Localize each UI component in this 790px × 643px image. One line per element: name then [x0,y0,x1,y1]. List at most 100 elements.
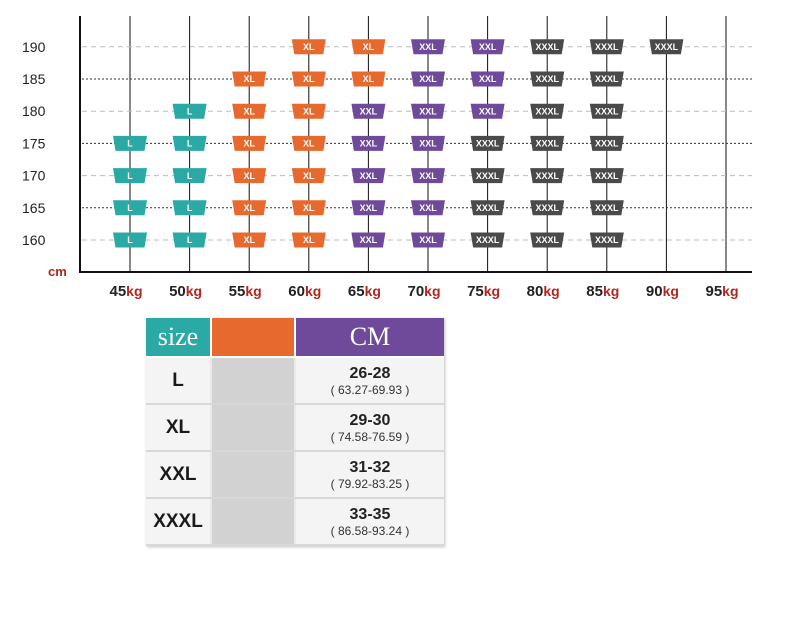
size-badge-label: L [187,235,193,245]
size-badge-label: L [187,139,193,149]
size-badge-xl [291,135,326,151]
size-badge-label: XXL [419,74,437,84]
size-badge-label: XL [303,42,315,52]
x-tick-label: 65kg [348,283,381,300]
row-cm-value: 33-35 [349,505,391,523]
size-badge-xxxl [589,168,624,184]
row-cm-value: 29-30 [349,411,391,429]
size-badge-label: L [187,171,193,181]
size-badge-label: XL [303,171,315,181]
size-badge-label: XXL [479,42,497,52]
x-tick-label: 95kg [705,283,738,300]
y-axis-unit: cm [48,264,67,279]
row-middle [210,357,295,405]
size-badge-label: XL [243,171,255,181]
size-badge-xxl [411,200,445,216]
size-badge-xl [291,200,326,216]
size-badge-label: XL [303,203,315,213]
x-tick-label: 85kg [586,283,619,300]
size-badge-label: XXXL [595,235,619,245]
table-row: XL 29-30 ( 74.58-76.59 ) [146,404,444,452]
size-badge-l [172,232,207,248]
row-cm-range: ( 74.58-76.59 ) [330,429,410,444]
size-badge-xxl [470,39,505,55]
size-badge-label: XXXL [476,203,500,213]
size-badge-xxxl [530,103,565,119]
size-badge-label: XL [243,235,255,245]
size-badge-xxxl [530,168,565,184]
size-badge-xl [232,71,267,87]
row-cm: 26-28 ( 63.27-69.93 ) [294,357,444,405]
size-badge-xxxl [530,200,565,216]
y-tick-label: 175 [22,135,46,151]
size-badge-label: XXXL [476,235,500,245]
size-badge-label: XXL [419,171,437,181]
size-badge-xxl [351,103,386,119]
size-badge-xxl [470,71,505,87]
table-row: L 26-28 ( 63.27-69.93 ) [146,357,444,405]
header-middle [210,318,295,358]
size-badge-label: XXL [419,139,437,149]
size-badge-xl [291,71,326,87]
size-badge-label: XXL [419,42,437,52]
row-size: XL [146,404,211,452]
size-badge-label: XL [363,42,375,52]
size-badge-xxxl [470,135,505,151]
size-badge-label: XL [243,106,255,116]
header-cm: CM [294,318,444,358]
size-badge-label: L [127,139,133,149]
size-badge-xxl [351,135,386,151]
size-badge-label: XXXL [535,171,559,181]
size-badge-xxxl [530,39,565,55]
size-badge-xl [232,135,267,151]
size-badge-xxxl [530,232,565,248]
size-badge-label: XL [303,106,315,116]
size-badge-label: XXL [479,74,497,84]
size-badge-label: L [127,203,133,213]
size-badge-xxl [411,168,445,184]
size-badge-label: XXL [360,139,378,149]
size-badge-xxl [351,232,386,248]
size-badge-xxxl [589,135,624,151]
header-size: size [146,318,211,358]
x-tick-label: 80kg [527,283,560,300]
size-badge-xxxl [530,135,565,151]
row-size: XXXL [146,498,211,546]
size-badge-l [172,135,207,151]
size-badge-xxl [351,200,386,216]
row-middle [210,498,295,546]
y-tick-label: 160 [22,232,46,248]
size-badge-xxxl [530,71,565,87]
size-badge-label: XL [303,74,315,84]
size-badge-label: XXXL [595,171,619,181]
size-badge-xl [232,103,267,119]
size-badge-label: XXXL [595,74,619,84]
size-badge-xxl [411,135,445,151]
size-badge-label: XXXL [595,139,619,149]
y-tick-label: 170 [22,168,46,184]
size-badge-label: XXXL [476,139,500,149]
table-header: size CM [146,318,444,358]
size-badge-xl [351,39,386,55]
size-badge-xxxl [470,232,505,248]
size-badge-xl [291,103,326,119]
size-badge-label: XL [243,74,255,84]
x-tick-label: 45kg [109,283,142,300]
size-badge-label: L [127,235,133,245]
row-cm-range: ( 63.27-69.93 ) [330,382,410,397]
x-tick-label: 50kg [169,283,202,300]
size-badge-label: XXXL [595,42,619,52]
table-row: XXL 31-32 ( 79.92-83.25 ) [146,451,444,499]
x-tick-label: 70kg [407,283,440,300]
table-row: XXXL 33-35 ( 86.58-93.24 ) [146,498,444,546]
size-badge-xxl [411,39,445,55]
size-badge-xl [291,39,326,55]
size-badge-label: XL [243,203,255,213]
size-badge-label: XXL [360,171,378,181]
row-middle [210,404,295,452]
row-cm-value: 31-32 [349,458,391,476]
x-tick-label: 55kg [229,283,262,300]
size-badge-label: XXL [419,106,437,116]
size-badge-label: XXXL [535,203,559,213]
row-size: L [146,357,211,405]
